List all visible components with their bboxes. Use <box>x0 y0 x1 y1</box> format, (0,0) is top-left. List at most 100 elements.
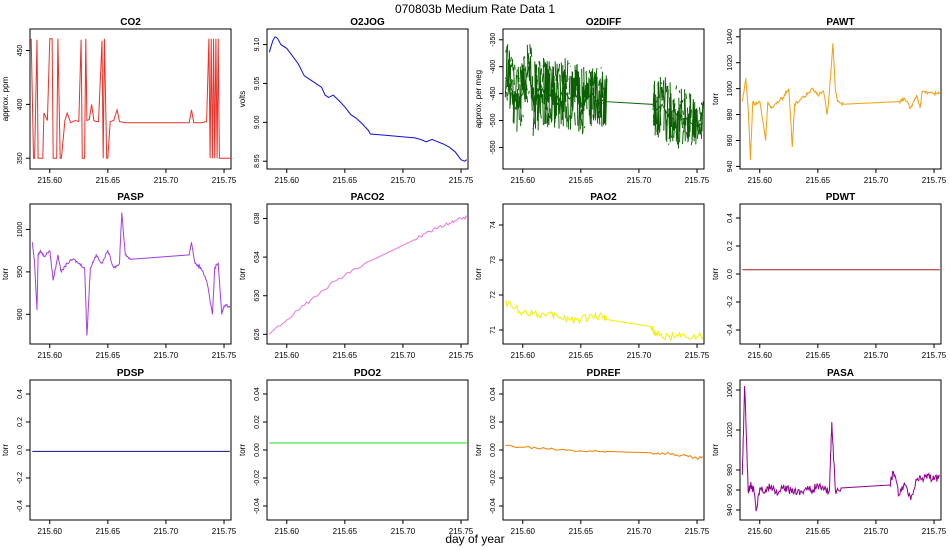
x-tick-label: 215.60 <box>275 176 300 185</box>
y-axis-label: torr <box>474 444 483 456</box>
y-tick-label: 0.0 <box>17 445 24 455</box>
y-axis-label: torr <box>474 268 483 280</box>
x-tick-label: 215.75 <box>449 176 474 185</box>
y-tick-label: 980 <box>727 109 734 121</box>
y-tick-label: 72 <box>490 291 497 299</box>
y-tick-label: 980 <box>727 464 734 476</box>
y-tick-label: 9.10 <box>254 38 261 52</box>
y-tick-label: -0.4 <box>17 500 24 512</box>
y-tick-label: 9.00 <box>254 115 261 129</box>
y-axis-label: approx. ppm <box>1 76 10 121</box>
panel-title: PASP <box>117 192 144 203</box>
y-tick-label: -350 <box>490 33 497 47</box>
figure-title: 070803b Medium Rate Data 1 <box>395 2 555 16</box>
y-tick-label: 900 <box>17 308 24 320</box>
y-tick-label: 71 <box>490 326 497 334</box>
y-tick-label: 0.4 <box>17 389 24 399</box>
y-tick-label: -0.02 <box>490 470 497 486</box>
plot-frame <box>739 203 942 345</box>
panel-title: PASA <box>827 368 854 379</box>
y-axis-label: volts <box>238 91 247 107</box>
y-tick-label: 1060 <box>727 382 734 398</box>
panel-title: CO2 <box>120 17 141 28</box>
y-tick-label: 8.95 <box>254 154 261 168</box>
x-tick-label: 215.60 <box>275 527 300 536</box>
y-tick-label: 1000 <box>17 222 24 238</box>
y-tick-label: 0.2 <box>17 417 24 427</box>
pasa-series-line <box>741 385 940 512</box>
plot-frame <box>266 203 469 345</box>
x-tick-label: 215.75 <box>922 527 947 536</box>
x-tick-label: 215.75 <box>449 527 474 536</box>
x-tick-label: 215.60 <box>38 176 63 185</box>
x-tick-label: 215.75 <box>212 176 237 185</box>
y-tick-label: -0.2 <box>17 472 24 484</box>
x-tick-label: 215.75 <box>922 351 947 360</box>
panel-pdwt: PDWT torr 215.60 215.65 215.70 215.75 -0.4 -0.2… <box>711 192 947 360</box>
x-tick-label: 215.75 <box>922 176 947 185</box>
panel-pdsp: PDSP torr 215.60 215.65 215.70 215.75 -0.4 -0.2… <box>1 368 237 536</box>
y-tick-label: -0.04 <box>254 498 261 514</box>
panel-pasp: PASP torr 215.60 215.65 215.70 215.75 900 950 10… <box>1 192 237 360</box>
x-tick-label: 215.70 <box>391 176 416 185</box>
y-axis-label: torr <box>1 444 10 456</box>
x-tick-label: 215.60 <box>38 527 63 536</box>
plot-frame <box>266 379 469 521</box>
y-tick-label: 960 <box>727 135 734 147</box>
x-tick-label: 215.65 <box>806 176 831 185</box>
pawt-series-line <box>741 43 941 160</box>
y-tick-label: -450 <box>490 87 497 101</box>
x-tick-label: 215.60 <box>748 527 773 536</box>
y-tick-label: 1020 <box>727 422 734 438</box>
y-axis-label: torr <box>238 444 247 456</box>
y-tick-label: 638 <box>254 213 261 225</box>
y-tick-label: 0.02 <box>490 415 497 429</box>
y-axis-label: torr <box>1 268 10 280</box>
x-tick-label: 215.70 <box>391 527 416 536</box>
y-tick-label: -0.02 <box>254 470 261 486</box>
panel-title: O2DIFF <box>586 17 622 28</box>
x-tick-label: 215.65 <box>333 176 358 185</box>
panel-title: PAO2 <box>590 192 617 203</box>
y-tick-label: 400 <box>17 98 24 110</box>
y-axis-label: torr <box>711 93 720 105</box>
x-tick-label: 215.65 <box>96 176 121 185</box>
figure-xlabel: day of year <box>445 532 504 546</box>
x-tick-label: 215.70 <box>864 176 889 185</box>
x-tick-label: 215.75 <box>212 527 237 536</box>
x-tick-label: 215.65 <box>569 351 594 360</box>
x-tick-label: 215.70 <box>627 527 652 536</box>
plot-frame <box>266 28 469 170</box>
panel-pdref: PDREF torr 215.60 215.65 215.70 215.75 -0.04 -0… <box>474 368 710 536</box>
plot-frame <box>739 28 942 170</box>
x-tick-label: 215.60 <box>511 527 536 536</box>
x-tick-label: 215.60 <box>275 351 300 360</box>
y-tick-label: -400 <box>490 60 497 74</box>
panel-o2diff: O2DIFF approx. per meg 215.60 215.65 215.70 2… <box>474 17 710 185</box>
x-tick-label: 215.70 <box>864 351 889 360</box>
panel-co2: CO2 approx. ppm 215.60 215.65 215.70 215.75 35… <box>1 17 237 185</box>
y-tick-label: 0.2 <box>727 241 734 251</box>
panel-pawt: PAWT torr 215.60 215.65 215.70 215.75 940 960 98… <box>711 17 947 185</box>
plot-frame <box>739 379 942 521</box>
plot-frame <box>502 379 705 521</box>
x-tick-label: 215.70 <box>391 351 416 360</box>
x-tick-label: 215.70 <box>154 351 179 360</box>
plot-frame <box>29 28 232 170</box>
x-tick-label: 215.75 <box>685 527 710 536</box>
x-tick-label: 215.65 <box>569 527 594 536</box>
pdref-series-line <box>505 444 703 461</box>
x-tick-label: 215.75 <box>685 351 710 360</box>
panel-pao2: PAO2 torr 215.60 215.65 215.70 215.75 71 72 73 74 <box>474 192 710 360</box>
panel-paco2: PACO2 torr 215.60 215.65 215.70 215.75 626 630 6… <box>238 192 474 360</box>
y-tick-label: 630 <box>254 290 261 302</box>
pao2-series-line <box>504 300 704 343</box>
y-tick-label: 1020 <box>727 55 734 71</box>
panel-title: PAWT <box>826 17 854 28</box>
panel-title: PDREF <box>587 368 621 379</box>
y-tick-label: -0.4 <box>727 324 734 336</box>
o2jog-series-line <box>268 36 468 162</box>
panel-title: PDWT <box>826 192 855 203</box>
y-tick-label: 940 <box>727 504 734 516</box>
